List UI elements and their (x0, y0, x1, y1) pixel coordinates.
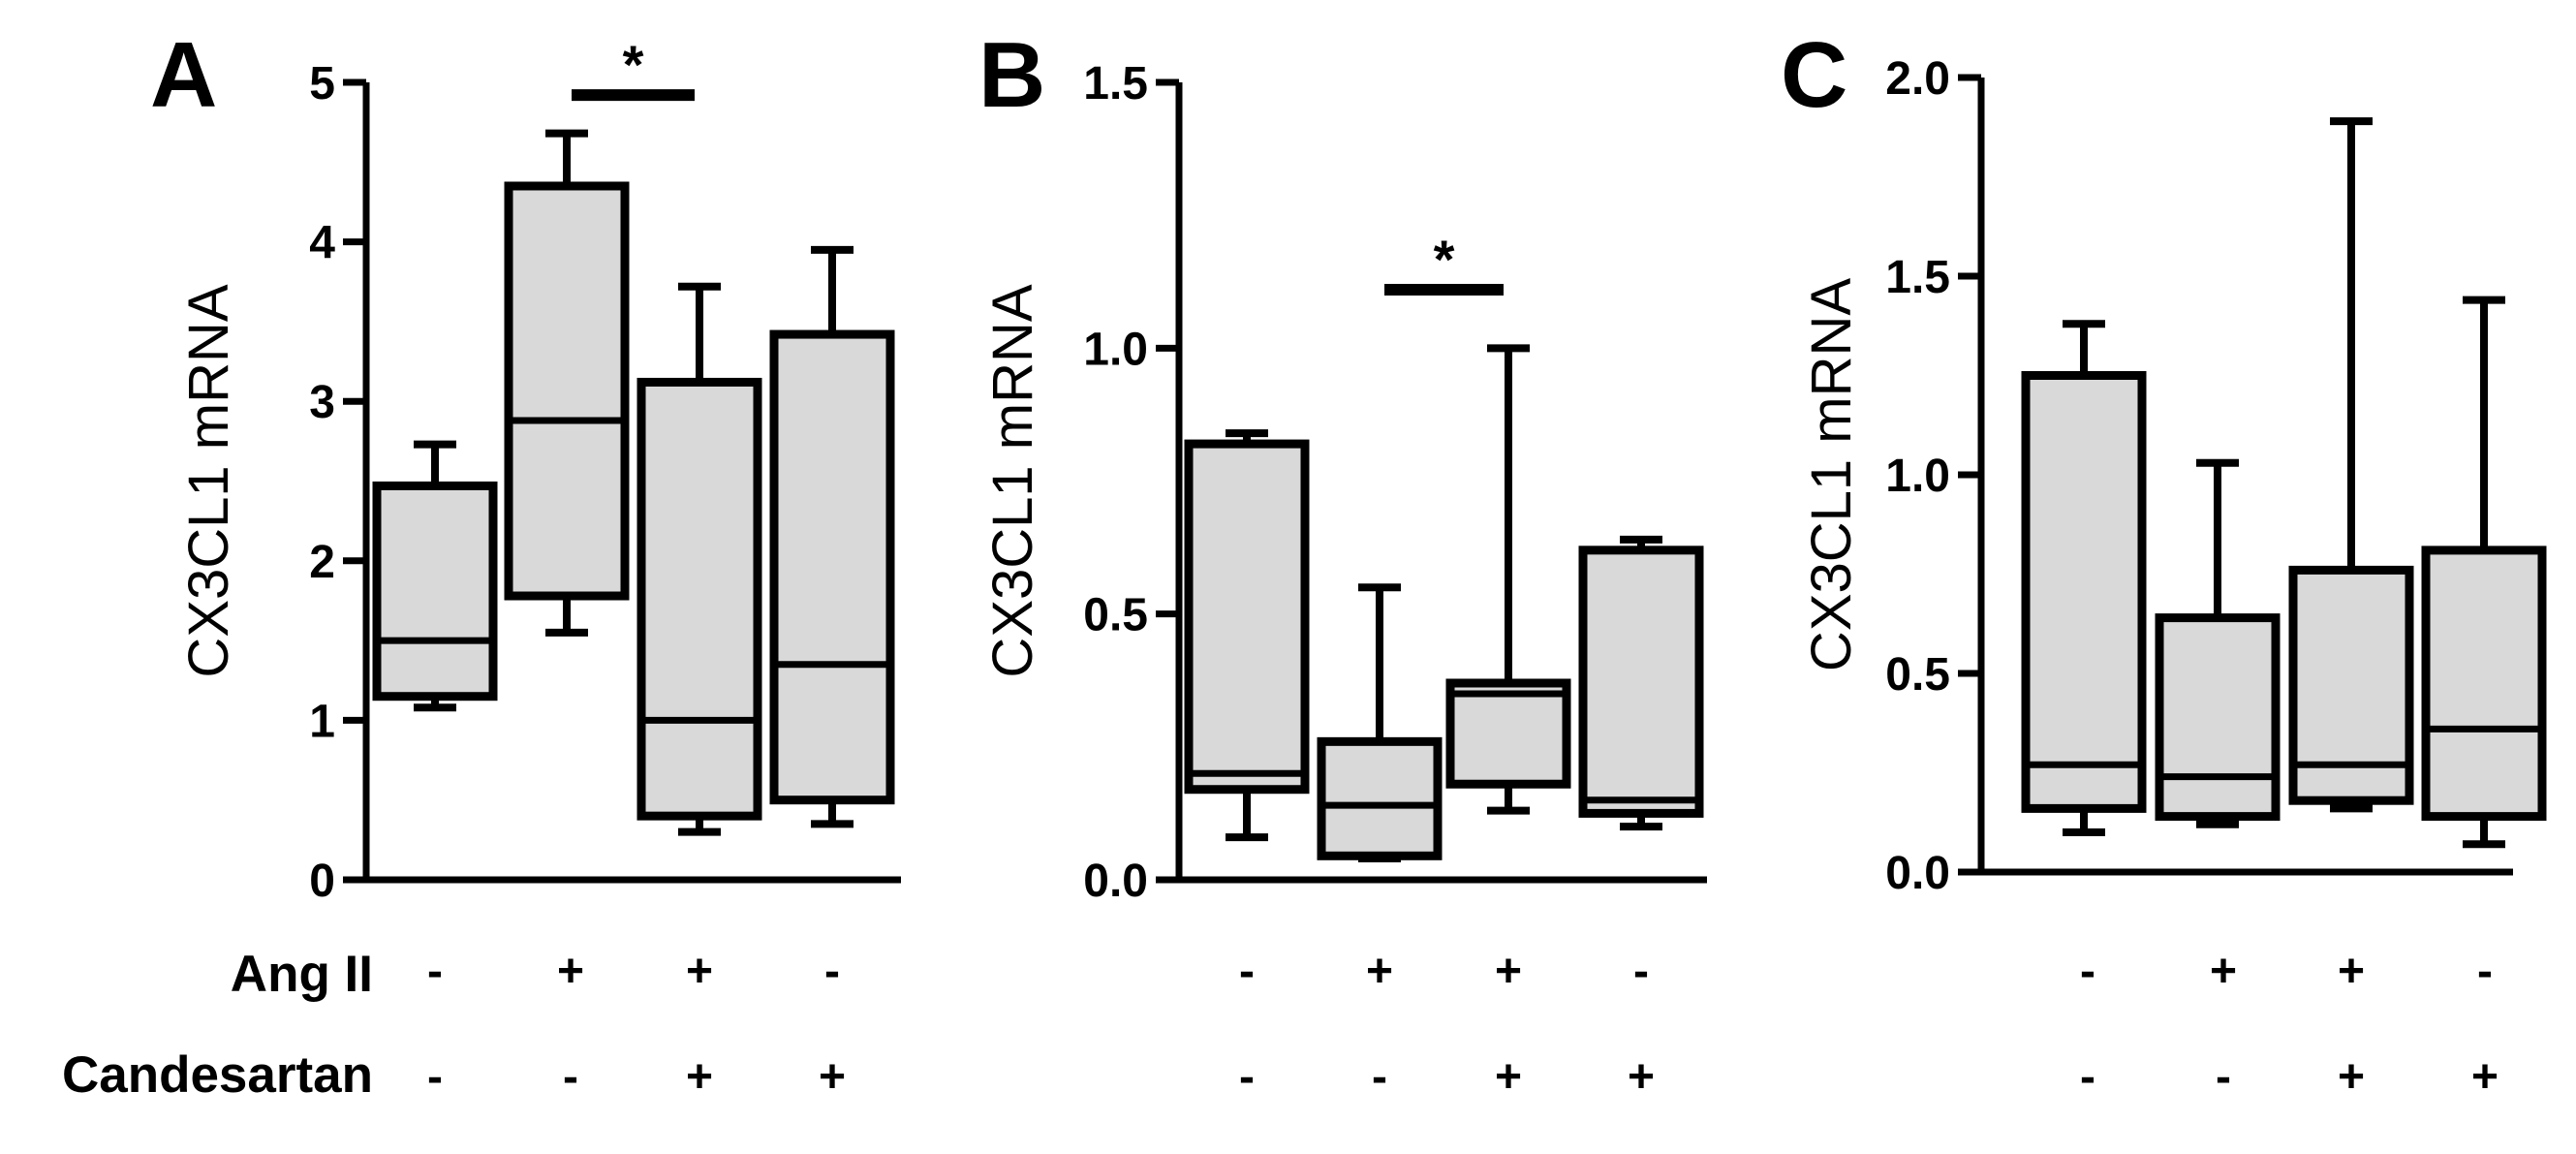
y-tick-label: 2.0 (1885, 53, 1950, 105)
row-label-ang-ii: Ang II (231, 946, 373, 1003)
ang-ii-sign: + (2210, 946, 2237, 997)
box (372, 481, 498, 702)
significance-star: * (623, 34, 644, 95)
ang-ii-sign: + (2338, 946, 2365, 997)
ang-ii-sign: + (1495, 946, 1522, 997)
y-tick-label: 4 (309, 218, 335, 269)
y-tick-label: 0.5 (1885, 649, 1950, 701)
candesartan-sign: - (1372, 1051, 1387, 1103)
candesartan-sign: + (2471, 1051, 2498, 1103)
ang-ii-sign: - (427, 946, 443, 997)
box (2021, 371, 2147, 813)
significance-star: * (1434, 229, 1455, 290)
box (1578, 546, 1704, 818)
row-label-candesartan: Candesartan (62, 1046, 373, 1104)
y-tick-label: 0.0 (1083, 856, 1148, 907)
y-tick-label: 1.5 (1885, 252, 1950, 303)
box (2155, 613, 2281, 822)
y-tick-label: 0.0 (1885, 848, 1950, 899)
candesartan-sign: + (2338, 1051, 2365, 1103)
candesartan-sign: - (1239, 1051, 1255, 1103)
panel-letter-b: B (978, 23, 1045, 127)
box (2421, 546, 2547, 822)
box (504, 181, 630, 601)
ang-ii-sign: - (824, 946, 840, 997)
ang-ii-sign: + (686, 946, 713, 997)
y-tick-label: 3 (309, 377, 335, 428)
ang-ii-sign: - (1633, 946, 1649, 997)
y-axis-title: CX3CL1 mRNA (1800, 278, 1863, 671)
y-axis-title: CX3CL1 mRNA (177, 284, 240, 677)
ang-ii-sign: - (2477, 946, 2493, 997)
candesartan-sign: + (1628, 1051, 1655, 1103)
y-tick-label: 2 (309, 537, 335, 588)
ang-ii-sign: - (2080, 946, 2095, 997)
y-tick-label: 0.5 (1083, 590, 1148, 641)
box (1445, 678, 1571, 789)
candesartan-sign: + (1495, 1051, 1522, 1103)
ang-ii-sign: - (1239, 946, 1255, 997)
candesartan-sign: + (819, 1051, 846, 1103)
y-axis-title: CX3CL1 mRNA (981, 284, 1044, 677)
y-tick-label: 1.0 (1083, 324, 1148, 375)
candesartan-sign: - (563, 1051, 578, 1103)
box (636, 377, 762, 821)
y-tick-label: 1.0 (1885, 451, 1950, 502)
box (769, 329, 895, 805)
ang-ii-sign: + (1366, 946, 1393, 997)
y-tick-label: 0 (309, 856, 335, 907)
candesartan-sign: - (2216, 1051, 2231, 1103)
candesartan-sign: - (2080, 1051, 2095, 1103)
y-tick-label: 1.5 (1083, 58, 1148, 109)
panel-letter-c: C (1781, 23, 1847, 127)
candesartan-sign: - (427, 1051, 443, 1103)
box (1184, 439, 1310, 795)
ang-ii-sign: + (557, 946, 584, 997)
y-tick-label: 1 (309, 696, 335, 747)
y-tick-label: 5 (309, 58, 335, 109)
candesartan-sign: + (686, 1051, 713, 1103)
panel-letter-a: A (150, 23, 217, 127)
box (1317, 736, 1443, 860)
